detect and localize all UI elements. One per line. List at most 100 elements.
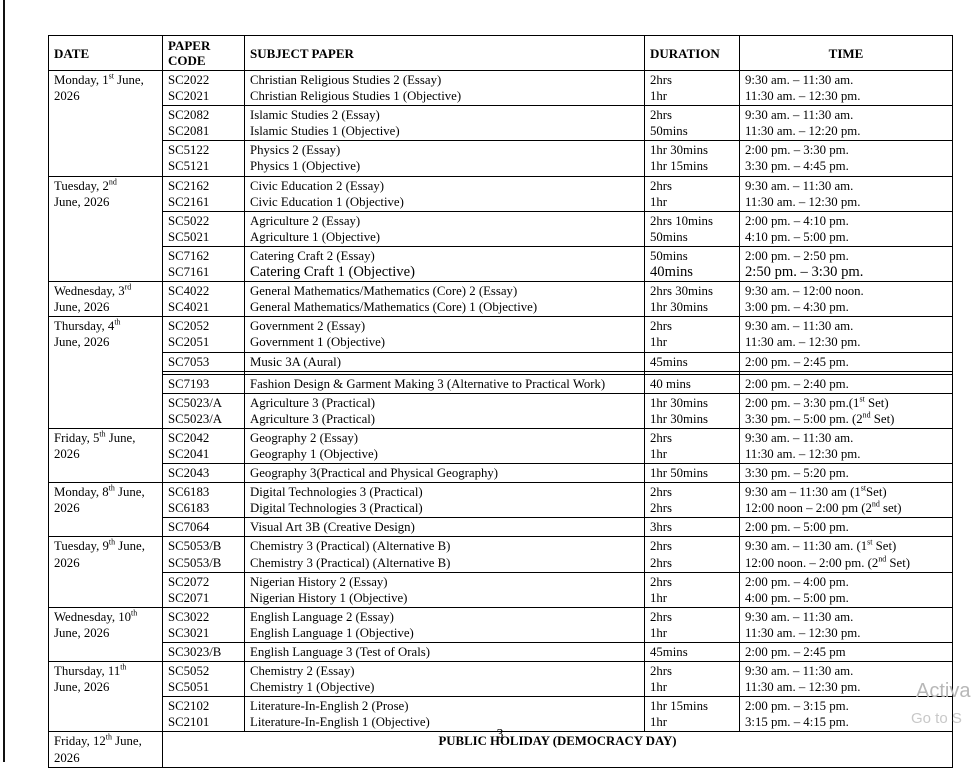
time-cell: 2:00 pm. – 5:00 pm. (739, 517, 953, 538)
code-cell: SC4022 SC4021 (162, 281, 245, 318)
exam-row: SC7053 Music 3A (Aural) 45mins 2:00 pm. – 2… (49, 351, 953, 372)
code-cell: SC2043 (162, 463, 245, 484)
subject-cell: Fashion Design & Garment Making 3 (Alter… (244, 373, 645, 394)
exam-row: Thursday, 11th June, 2026 SC5052 SC5051 Chem… (48, 661, 953, 733)
exam-row: Wednesday, 10th June, 2026 SC3022 SC3021 Eng… (48, 606, 953, 663)
date-cell: Tuesday, 9th June, 2026 (48, 536, 163, 608)
code-cell: SC2072 SC2071 (162, 571, 245, 608)
time-cell: 2:00 pm. – 4:00 pm. 4:00 pm. – 5:00 pm. (739, 571, 953, 608)
date-cell: Friday, 5th June, 2026 (48, 427, 163, 484)
duration-cell: 2hrs 1hr (644, 175, 740, 212)
duration-cell: 2hrs 1hr (644, 69, 740, 107)
duration-cell: 2hrs 1hr (644, 316, 740, 353)
time-cell: 2:00 pm. – 2:45 pm (739, 641, 953, 663)
exam-row: Tuesday, 9th June, 2026 SC5053/B SC5053/B Ch… (48, 536, 953, 608)
code-cell: SC2162 SC2161 (162, 175, 245, 212)
activation-watermark-line2: Go to S (911, 710, 962, 727)
exam-row: SC2082 SC2081 Islamic Studies 2 (Essay) Isl… (49, 105, 953, 142)
subject-cell: Nigerian History 2 (Essay) Nigerian Histo… (244, 571, 645, 608)
subject-cell: Islamic Studies 2 (Essay) Islamic Studies… (244, 105, 645, 142)
code-cell: SC5052 SC5051 (162, 661, 245, 698)
exam-row: SC7064 Visual Art 3B (Creative Design) 3hr… (49, 517, 953, 538)
duration-cell: 2hrs 1hr (644, 661, 740, 698)
exam-row: SC2072 SC2071 Nigerian History 2 (Essay) Ni… (49, 571, 953, 608)
exam-row: Monday, 1st June, 2026 SC2022 SC2021 Christi… (48, 69, 953, 177)
code-cell: SC2052 SC2051 (162, 316, 245, 353)
exam-row: SC7193 Fashion Design & Garment Making 3 … (49, 373, 953, 394)
duration-cell: 2hrs 1hr (644, 606, 740, 644)
exam-row: Tuesday, 2nd June, 2026 SC2162 SC2161 Civic … (48, 175, 953, 283)
time-cell: 9:30 am. – 11:30 am. 11:30 am. – 12:30 pm… (739, 69, 953, 107)
time-cell: 2:00 pm. – 3:15 pm. 3:15 pm. – 4:15 pm. (739, 696, 953, 733)
time-cell: 9:30 am. – 11:30 am. 11:30 am. – 12:30 pm… (739, 175, 953, 212)
duration-cell: 2hrs 2hrs (644, 482, 740, 519)
code-cell: SC7064 (162, 517, 245, 538)
time-cell: 3:30 pm. – 5:20 pm. (739, 463, 953, 484)
subject-cell: Chemistry 3 (Practical) (Alternative B) C… (244, 536, 645, 573)
header-row: DATE PAPER CODE SUBJECT PAPER DURATION T… (48, 35, 953, 71)
exam-row: Monday, 8th June, 2026 SC6183 SC6183 Digital… (48, 482, 953, 538)
subject-cell: Digital Technologies 3 (Practical) Digita… (244, 482, 645, 519)
duration-cell: 2hrs 50mins (644, 105, 740, 142)
exam-row: Friday, 5th June, 2026 SC2042 SC2041 Geograp… (48, 427, 953, 484)
subject-cell: Agriculture 2 (Essay) Agriculture 1 (Obje… (244, 210, 645, 247)
duration-cell: 2hrs 1hr (644, 427, 740, 465)
time-cell: 9:30 am. – 11:30 am. 11:30 am. – 12:30 pm… (739, 316, 953, 353)
subject-cell: Geography 2 (Essay) Geography 1 (Objectiv… (244, 427, 645, 465)
code-cell: SC7162 SC7161 (162, 245, 245, 283)
code-cell: SC3022 SC3021 (162, 606, 245, 644)
code-cell: SC7193 (162, 373, 245, 394)
scan-edge-line (3, 0, 5, 762)
duration-cell: 2hrs 2hrs (644, 536, 740, 573)
duration-cell: 45mins (644, 641, 740, 663)
duration-cell: 2hrs 1hr (644, 571, 740, 608)
date-cell: Wednesday, 3rd June, 2026 (48, 281, 163, 318)
duration-cell: 1hr 50mins (644, 463, 740, 484)
code-cell: SC5023/A SC5023/A (162, 392, 245, 429)
date-cell: Wednesday, 10th June, 2026 (48, 606, 163, 663)
date-cell: Monday, 1st June, 2026 (48, 70, 163, 177)
subject-cell: English Language 3 (Test of Orals) (244, 641, 645, 663)
exam-row: Wednesday, 3rd June, 2026 SC4022 SC4021 Gene… (48, 281, 953, 318)
subject-cell: Agriculture 3 (Practical) Agriculture 3 (… (244, 392, 645, 429)
code-cell: SC2082 SC2081 (162, 105, 245, 142)
time-cell: 9:30 am. – 12:00 noon. 3:00 pm. – 4:30 pm… (739, 281, 953, 318)
time-cell: 9:30 am. – 11:30 am. (1st Set) 12:00 noon… (739, 536, 953, 573)
time-cell: 2:00 pm. – 2:45 pm. (739, 351, 953, 372)
date-cell: Thursday, 4th June, 2026 (48, 316, 163, 429)
subject-cell: English Language 2 (Essay) English Langua… (244, 606, 645, 644)
exam-row: SC5122 SC5121 Physics 2 (Essay) Physics 1 (… (49, 140, 953, 177)
header-duration: DURATION (644, 35, 740, 71)
time-cell: 9:30 am. – 11:30 am. 11:30 am. – 12:30 pm… (739, 661, 953, 698)
date-cell: Tuesday, 2nd June, 2026 (48, 175, 163, 283)
duration-cell: 50mins 40mins (644, 245, 740, 283)
subject-cell: Music 3A (Aural) (244, 351, 645, 372)
time-cell: 2:00 pm. – 2:40 pm. (739, 373, 953, 394)
duration-cell: 3hrs (644, 517, 740, 538)
code-cell: SC5053/B SC5053/B (162, 536, 245, 573)
time-cell: 2:00 pm. – 3:30 pm.(1st Set) 3:30 pm. – 5… (739, 392, 953, 429)
duration-cell: 1hr 30mins 1hr 30mins (644, 392, 740, 429)
header-time: TIME (739, 35, 953, 71)
code-cell: SC5022 SC5021 (162, 210, 245, 247)
header-subject-paper: SUBJECT PAPER (244, 35, 645, 71)
subject-cell: Civic Education 2 (Essay) Civic Education… (244, 175, 645, 212)
subject-cell: Visual Art 3B (Creative Design) (244, 517, 645, 538)
duration-cell: 40 mins (644, 373, 740, 394)
subject-cell: Geography 3(Practical and Physical Geogr… (244, 463, 645, 484)
page-number: 3 (496, 726, 504, 741)
date-cell: Monday, 8th June, 2026 (48, 482, 163, 538)
duration-cell: 1hr 30mins 1hr 15mins (644, 140, 740, 177)
time-cell: 9:30 am – 11:30 am (1stSet) 12:00 noon – … (739, 482, 953, 519)
date-cell: Thursday, 11th June, 2026 (48, 661, 163, 733)
time-cell: 9:30 am. – 11:30 am. 11:30 am. – 12:30 pm… (739, 606, 953, 644)
code-cell: SC2102 SC2101 (162, 696, 245, 733)
subject-cell: General Mathematics/Mathematics (Core) 2… (244, 281, 645, 318)
header-date: DATE (48, 35, 163, 71)
duration-cell: 45mins (644, 351, 740, 372)
time-cell: 9:30 am. – 11:30 am. 11:30 am. – 12:20 pm… (739, 105, 953, 142)
code-cell: SC3023/B (162, 641, 245, 663)
exam-row: Thursday, 4th June, 2026 SC2052 SC2051 Gover… (48, 316, 953, 429)
code-cell: SC6183 SC6183 (162, 482, 245, 519)
activation-watermark-line1: Activa (916, 680, 971, 702)
